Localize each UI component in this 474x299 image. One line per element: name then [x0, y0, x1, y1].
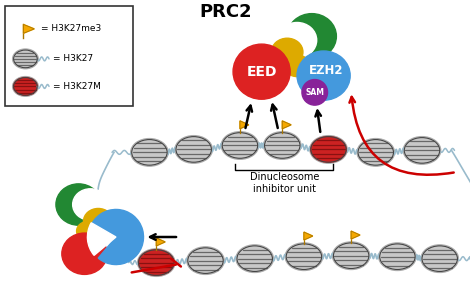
Ellipse shape: [131, 139, 168, 166]
Ellipse shape: [403, 137, 441, 164]
Ellipse shape: [221, 132, 259, 159]
Ellipse shape: [137, 249, 175, 276]
Ellipse shape: [379, 243, 416, 271]
Ellipse shape: [357, 139, 394, 166]
Text: = H3K27M: = H3K27M: [53, 82, 101, 91]
Ellipse shape: [237, 246, 273, 271]
Ellipse shape: [297, 51, 350, 100]
Ellipse shape: [77, 221, 100, 241]
Text: PRC2: PRC2: [199, 3, 252, 21]
Ellipse shape: [187, 247, 224, 274]
Ellipse shape: [287, 14, 337, 59]
Text: = H3K27me3: = H3K27me3: [41, 24, 101, 33]
Ellipse shape: [222, 133, 258, 158]
Ellipse shape: [284, 55, 310, 77]
Ellipse shape: [13, 77, 38, 96]
Text: EZH2: EZH2: [310, 64, 344, 77]
Ellipse shape: [404, 138, 440, 163]
Ellipse shape: [188, 248, 223, 273]
Ellipse shape: [272, 38, 303, 66]
Text: = H3K27: = H3K27: [53, 54, 93, 63]
Ellipse shape: [13, 49, 38, 69]
Text: Dinucleosome
inhibitor unit: Dinucleosome inhibitor unit: [249, 172, 319, 194]
Ellipse shape: [285, 243, 323, 271]
Ellipse shape: [56, 184, 101, 225]
Ellipse shape: [380, 244, 415, 269]
Ellipse shape: [83, 208, 113, 234]
Ellipse shape: [310, 136, 347, 163]
Ellipse shape: [236, 245, 273, 272]
Ellipse shape: [14, 50, 37, 68]
Polygon shape: [283, 121, 291, 129]
Wedge shape: [87, 223, 116, 255]
Ellipse shape: [62, 233, 107, 274]
Ellipse shape: [277, 22, 317, 58]
Ellipse shape: [264, 133, 300, 158]
Polygon shape: [240, 121, 249, 129]
Polygon shape: [156, 238, 165, 246]
Polygon shape: [304, 232, 313, 240]
Ellipse shape: [132, 140, 167, 165]
Polygon shape: [351, 231, 360, 239]
Ellipse shape: [138, 250, 174, 275]
Ellipse shape: [332, 242, 370, 269]
Ellipse shape: [358, 140, 393, 165]
Ellipse shape: [286, 244, 322, 269]
Text: EED: EED: [246, 65, 277, 79]
Ellipse shape: [14, 77, 37, 95]
Ellipse shape: [422, 246, 457, 271]
Ellipse shape: [233, 44, 290, 99]
Wedge shape: [90, 209, 144, 265]
Ellipse shape: [73, 189, 108, 220]
Ellipse shape: [421, 245, 458, 272]
Ellipse shape: [175, 136, 212, 163]
Ellipse shape: [311, 137, 346, 162]
Text: SAM: SAM: [305, 88, 324, 97]
Ellipse shape: [264, 132, 301, 159]
Circle shape: [302, 80, 328, 105]
FancyBboxPatch shape: [5, 6, 133, 106]
Polygon shape: [23, 25, 34, 33]
Ellipse shape: [176, 137, 211, 162]
Ellipse shape: [333, 243, 369, 269]
